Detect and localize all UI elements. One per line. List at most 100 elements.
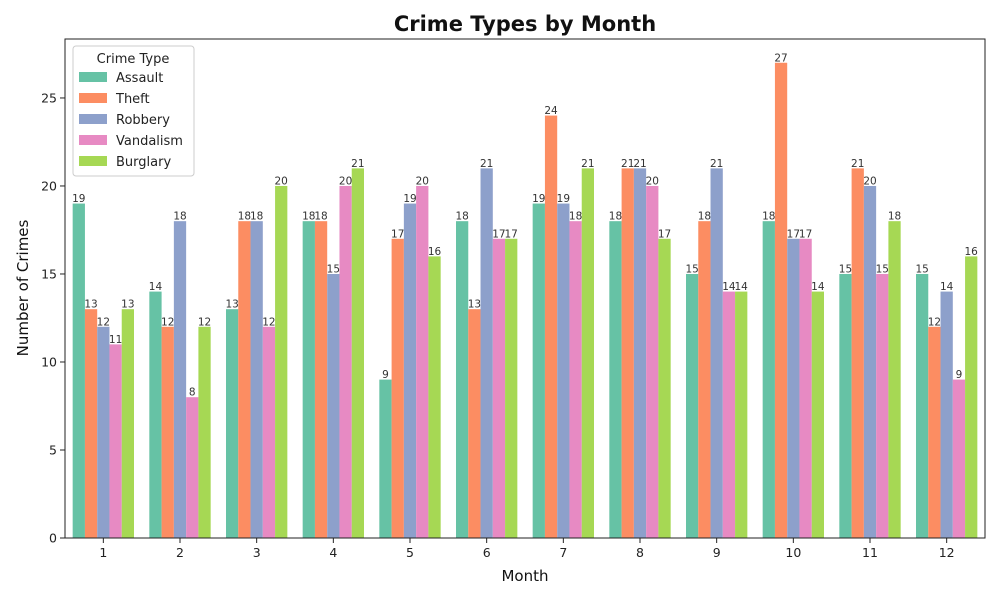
value-label-robbery-7: 19 [557,193,570,205]
bar-theft-2 [161,326,174,538]
value-label-robbery-12: 14 [940,281,954,293]
x-tick-label: 8 [636,545,644,560]
value-label-assault-3: 13 [225,299,238,311]
legend-label-burglary: Burglary [116,155,171,170]
bar-assault-11 [839,273,852,538]
bar-burglary-9 [735,291,748,538]
x-axis-label: Month [501,567,548,585]
value-label-theft-3: 18 [238,211,251,223]
value-label-theft-10: 27 [774,52,787,64]
bar-theft-6 [468,309,481,538]
value-label-theft-12: 12 [928,316,941,328]
value-label-theft-5: 17 [391,228,404,240]
legend-swatch-theft [79,93,107,103]
value-label-burglary-2: 12 [198,316,211,328]
bar-assault-5 [379,379,392,538]
value-label-vandalism-10: 17 [799,228,812,240]
y-tick-label: 15 [41,266,57,281]
bar-robbery-7 [557,203,570,538]
bar-vandalism-12 [952,379,966,538]
value-label-vandalism-9: 14 [722,281,736,293]
value-label-robbery-1: 12 [97,316,110,328]
bar-theft-3 [238,221,251,539]
bar-vandalism-7 [569,221,582,539]
bar-robbery-11 [863,185,877,538]
bar-robbery-8 [633,168,647,538]
bar-burglary-10 [811,291,824,538]
bar-robbery-3 [250,221,263,539]
value-label-burglary-11: 18 [888,211,901,223]
value-label-burglary-12: 16 [965,246,979,258]
value-label-assault-9: 15 [685,263,698,275]
x-tick-label: 9 [713,545,721,560]
bar-burglary-11 [888,221,901,539]
bar-vandalism-5 [416,185,429,538]
bar-theft-12 [928,326,941,538]
bar-theft-5 [391,238,404,538]
legend-label-theft: Theft [115,92,150,107]
x-tick-label: 5 [406,545,414,560]
bar-assault-4 [302,221,315,539]
y-tick-label: 0 [49,531,57,546]
x-tick-label: 11 [862,545,878,560]
x-tick-label: 3 [253,545,261,560]
x-tick-label: 10 [785,545,801,560]
value-label-assault-2: 14 [149,281,163,293]
value-label-vandalism-1: 11 [109,334,122,346]
bar-assault-12 [916,273,929,538]
value-label-assault-12: 15 [915,263,928,275]
bar-burglary-1 [121,309,134,538]
bar-theft-8 [621,168,634,538]
bar-burglary-6 [505,238,518,538]
value-label-assault-11: 15 [839,263,852,275]
bar-vandalism-6 [492,238,506,538]
bar-assault-10 [762,221,775,539]
bar-vandalism-3 [262,326,276,538]
legend-label-assault: Assault [116,71,163,86]
value-label-vandalism-4: 20 [339,175,352,187]
bar-theft-11 [851,168,864,538]
bar-vandalism-8 [646,185,659,538]
value-label-vandalism-5: 20 [416,175,429,187]
bar-vandalism-9 [722,291,736,538]
value-label-assault-5: 9 [382,369,389,381]
value-label-vandalism-8: 20 [646,175,659,187]
value-label-robbery-8: 21 [633,158,646,170]
legend-swatch-assault [79,72,107,82]
legend-swatch-vandalism [79,135,107,145]
bar-theft-10 [774,62,788,538]
bar-burglary-4 [351,168,364,538]
bar-robbery-12 [940,291,953,538]
bar-robbery-2 [173,221,187,539]
bar-vandalism-2 [186,397,199,538]
bar-theft-4 [314,221,328,539]
legend: Crime Type Assault Theft Robbery Vandalism B… [72,45,195,177]
value-label-robbery-4: 15 [327,263,340,275]
x-tick-label: 7 [559,545,567,560]
legend-label-robbery: Robbery [116,113,170,128]
y-tick-label: 10 [41,354,57,369]
value-label-theft-7: 24 [544,105,558,117]
bar-robbery-4 [327,273,340,538]
chart-title: Crime Types by Month [394,12,656,36]
bar-burglary-7 [581,168,594,538]
value-label-robbery-2: 18 [173,211,186,223]
value-label-theft-1: 13 [84,299,97,311]
value-label-robbery-10: 17 [787,228,800,240]
value-label-burglary-6: 17 [505,228,518,240]
value-label-vandalism-7: 18 [569,211,582,223]
legend-swatch-robbery [79,114,107,124]
bar-robbery-5 [403,203,417,538]
value-label-vandalism-3: 12 [262,316,275,328]
value-label-robbery-3: 18 [250,211,263,223]
value-label-burglary-1: 13 [121,299,134,311]
bar-robbery-10 [787,238,800,538]
value-label-theft-9: 18 [698,211,711,223]
value-label-vandalism-6: 17 [492,228,505,240]
y-axis-label: Number of Crimes [14,219,32,356]
value-label-theft-11: 21 [851,158,864,170]
value-label-assault-1: 19 [72,193,85,205]
bar-assault-8 [609,221,622,539]
